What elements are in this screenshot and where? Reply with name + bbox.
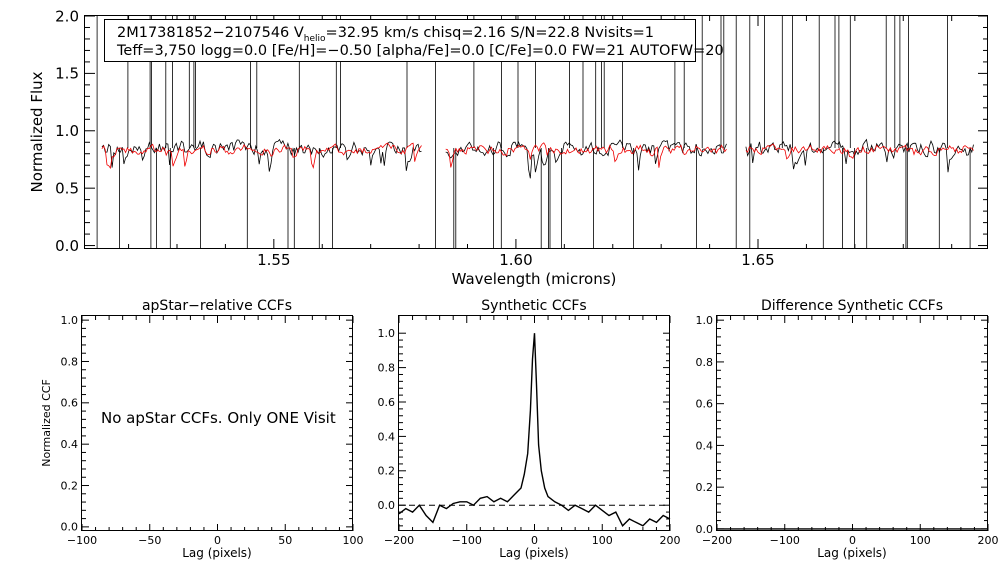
model-spectrum-line [101,142,974,170]
spectrum-x-tick-label: 1.65 [741,251,774,269]
synthetic-ccf-y-tick-label: 0.4 [378,430,396,443]
apstar-ccf-y-tick-label: 1.0 [61,314,79,327]
difference-ccf-x-tick-label: −200 [702,534,732,547]
spectrum-y-tick-label: 0.0 [55,237,79,255]
info-helio-subscript: helio [304,34,326,44]
no-ccf-message: No apStar CCFs. Only ONE Visit [101,409,336,427]
info-star-id: 2M17381852−2107546 V [117,25,304,41]
synthetic-ccf-y-tick-label: 1.0 [378,327,396,340]
difference-ccf-x-tick-label: 100 [910,534,931,547]
synthetic-ccf-title: Synthetic CCFs [481,298,586,314]
spectrum-xlabel: Wavelength (microns) [452,270,617,288]
info-box [104,19,696,62]
synthetic-ccf-y-tick-label: 0.0 [378,499,396,512]
spectrum-y-tick-label: 1.5 [55,65,79,83]
spectrum-y-tick-label: 2.0 [55,7,79,25]
apstar-ccf-title: apStar−relative CCFs [142,298,292,314]
difference-ccf-plot: −200 −100 0 100 200 0.0 0.2 0.4 0.6 0.8 1.0 Differ… [696,298,999,560]
difference-ccf-ticks: −200 −100 0 100 200 0.0 0.2 0.4 0.6 0.8 1.0 [696,314,999,547]
apstar-ccf-y-tick-label: 0.8 [61,355,79,368]
spectrum-ticks: 1.55 1.60 1.65 0.0 0.5 1.0 1.5 2.0 [55,7,988,269]
apstar-ccf-ticks: −100 −50 0 50 100 0.0 0.2 0.4 0.6 0.8 1.0 [61,314,364,547]
difference-ccf-xlabel: Lag (pixels) [817,546,887,560]
difference-ccf-x-tick-label: 200 [978,534,999,547]
spectrum-x-tick-label: 1.60 [499,251,532,269]
spectrum-frame [84,15,988,249]
apstar-ccf-y-tick-label: 0.2 [61,479,79,492]
synthetic-ccf-x-tick-label: −100 [452,534,482,547]
spectrum-x-tick-label: 1.55 [257,251,290,269]
difference-ccf-y-tick-label: 1.0 [696,314,714,327]
apstar-ccf-x-tick-label: −100 [67,534,97,547]
info-stats: =32.95 km/s chisq=2.16 S/N=22.8 Nvisits=… [326,25,654,41]
synthetic-ccf-ticks: −200 −100 0 100 200 0.0 0.2 0.4 0.6 0.8 1.0 [378,316,681,547]
apstar-ccf-x-tick-label: 50 [278,534,292,547]
apstar-ccf-x-tick-label: 100 [343,534,364,547]
difference-ccf-y-tick-label: 0.4 [696,439,714,452]
difference-ccf-y-tick-label: 0.2 [696,481,714,494]
apstar-ccf-plot: −100 −50 0 50 100 0.0 0.2 0.4 0.6 0.8 1.0 apStar−r… [40,298,364,560]
spectrum-y-tick-label: 0.5 [55,179,79,197]
apstar-ccf-x-tick-label: 0 [214,534,221,547]
difference-ccf-y-tick-label: 0.0 [696,523,714,536]
synthetic-ccf-x-tick-label: 200 [660,534,681,547]
synthetic-ccf-line [398,333,671,527]
apstar-ccf-y-tick-label: 0.4 [61,438,79,451]
synthetic-ccf-plot: −200 −100 0 100 200 0.0 0.2 0.4 0.6 0.8 1.0 Synthe… [378,298,681,560]
info-line-2: Teff=3,750 logg=0.0 [Fe/H]=−0.50 [alpha/… [116,43,724,59]
synthetic-ccf-lines [398,333,671,527]
apstar-ccf-xlabel: Lag (pixels) [182,546,252,560]
difference-ccf-y-tick-label: 0.8 [696,356,714,369]
difference-ccf-x-tick-label: −100 [770,534,800,547]
synthetic-ccf-y-tick-label: 0.8 [378,361,396,374]
synthetic-ccf-x-tick-label: 0 [531,534,538,547]
synthetic-ccf-x-tick-label: 100 [592,534,613,547]
synthetic-ccf-y-tick-label: 0.6 [378,396,396,409]
spectrum-y-tick-label: 1.0 [55,122,79,140]
synthetic-ccf-x-tick-label: −200 [384,534,414,547]
apstar-ccf-y-tick-label: 0.0 [61,521,79,534]
synthetic-ccf-y-tick-label: 0.2 [378,465,396,478]
difference-ccf-title: Difference Synthetic CCFs [761,298,943,314]
observed-spectrum-spikes [96,16,971,249]
info-line-1: 2M17381852−2107546 Vhelio=32.95 km/s chi… [117,25,654,44]
difference-ccf-y-tick-label: 0.6 [696,398,714,411]
spectrum-plot: 1.55 1.60 1.65 0.0 0.5 1.0 1.5 2.0 2M17381852−2… [28,7,988,288]
observed-spectrum-line [101,138,974,179]
apstar-ccf-y-tick-label: 0.6 [61,397,79,410]
spectrum-lines [96,16,974,249]
synthetic-ccf-xlabel: Lag (pixels) [499,546,569,560]
spectrum-ylabel: Normalized Flux [28,71,46,192]
difference-ccf-frame [716,315,988,531]
apstar-ccf-ylabel: Normalized CCF [40,379,53,467]
apstar-ccf-x-tick-label: −50 [138,534,161,547]
difference-ccf-x-tick-label: 0 [849,534,856,547]
